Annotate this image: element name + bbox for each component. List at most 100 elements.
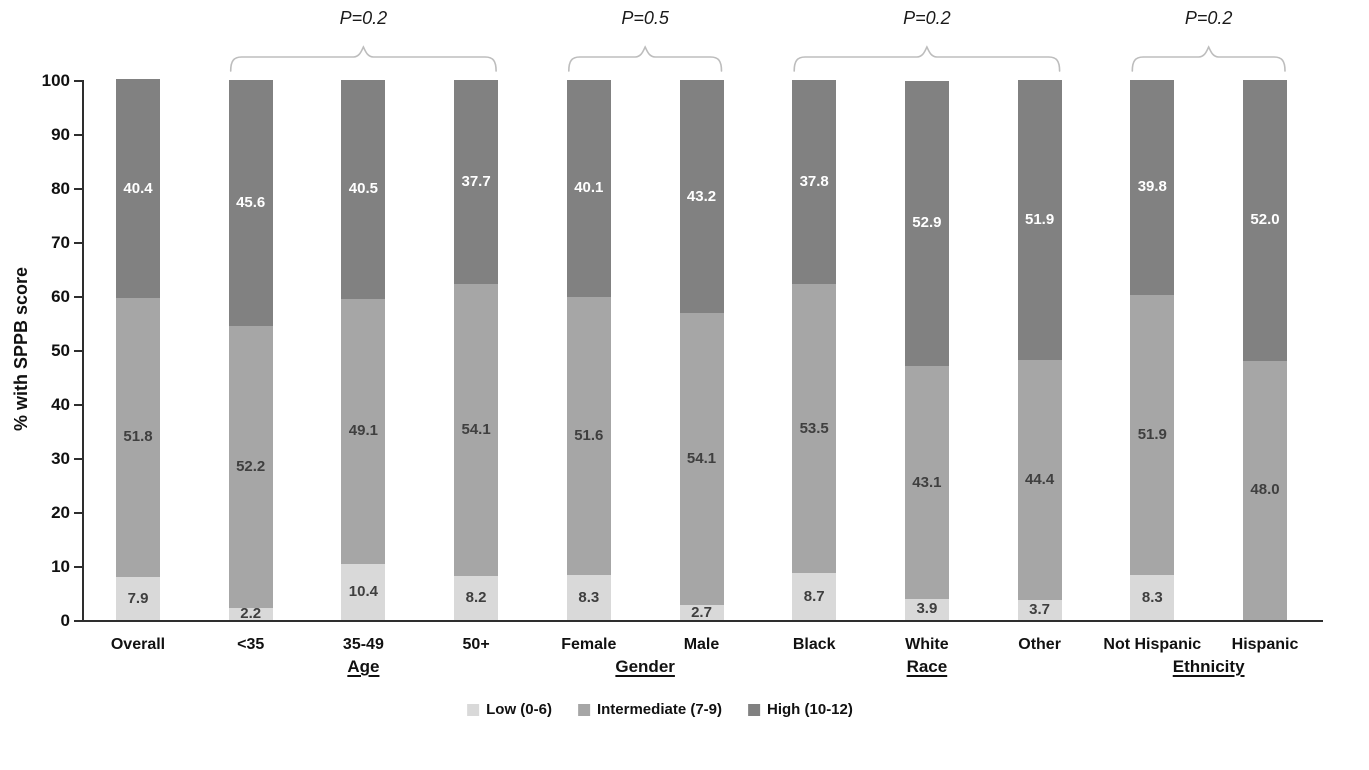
y-tick-mark	[74, 458, 82, 460]
bar-value-label: 51.9	[1137, 426, 1167, 444]
y-tick-mark	[74, 242, 82, 244]
bar-segment-low-other	[1017, 600, 1062, 620]
legend-label: Low (0-6)	[486, 701, 552, 718]
comparison-bracket-ethnicity	[1131, 45, 1286, 72]
y-tick-label: 20	[51, 503, 70, 522]
bar-value-label: 51.8	[123, 428, 153, 446]
p-value-label: P=0.2	[339, 8, 388, 28]
bar-value-label: 40.4	[123, 179, 153, 197]
bar-segment-high-50+	[454, 80, 499, 284]
x-category-label: White	[905, 636, 949, 653]
bar-segment-high-35-49	[341, 80, 386, 299]
p-value-label: P=0.2	[1184, 8, 1233, 28]
bar-segment-high-male	[679, 80, 724, 314]
x-axis-line	[80, 620, 1323, 622]
y-axis-line	[82, 80, 84, 622]
x-category-label: Female	[561, 636, 617, 653]
bar-value-label: 51.9	[1024, 211, 1055, 229]
legend-label: High (10-12)	[767, 701, 853, 718]
bar-segment-intermediate-35-49	[341, 298, 386, 564]
bar-segment-low-female	[566, 575, 611, 620]
y-tick-label: 60	[51, 287, 70, 306]
bar-value-label: 10.4	[348, 582, 378, 600]
bar-segment-high-hispanic	[1243, 80, 1287, 361]
x-group-label-gender: Gender	[615, 657, 675, 676]
y-tick-mark	[74, 134, 82, 136]
bar-value-label: 43.2	[686, 187, 717, 205]
bar-value-label: 3.7	[1029, 601, 1051, 618]
bar-value-label: 44.4	[1024, 471, 1055, 489]
bar-value-label: 2.7	[691, 603, 712, 621]
bar-value-label: 8.3	[1141, 588, 1163, 606]
bar-segment-intermediate-hispanic	[1243, 360, 1287, 620]
bar-segment-high-black	[792, 80, 837, 285]
bar-segment-intermediate-female	[566, 296, 611, 576]
bar-segment-high-other	[1017, 80, 1062, 361]
bar-value-label: 54.1	[686, 450, 717, 468]
bar-value-label: 43.1	[912, 473, 942, 491]
bar-segment-low-<35	[228, 608, 273, 620]
x-category-label: <35	[237, 636, 265, 653]
comparison-bracket-gender	[568, 45, 723, 72]
bar-value-label: 8.3	[578, 588, 600, 606]
y-tick-mark	[74, 512, 82, 514]
bar-segment-intermediate-not-hispanic	[1130, 294, 1175, 576]
bar-segment-intermediate-other	[1017, 360, 1062, 600]
bar-value-label: 52.9	[912, 214, 942, 232]
legend-swatch-icon	[748, 703, 761, 716]
bar-segment-high-white	[904, 80, 949, 367]
bar-value-label: 51.6	[574, 426, 604, 444]
legend-label: Intermediate (7-9)	[596, 701, 723, 718]
y-tick-mark	[74, 188, 82, 190]
bar-value-label: 3.9	[916, 600, 938, 618]
p-value-label: P=0.5	[621, 8, 669, 28]
bar-segment-intermediate-overall	[116, 297, 160, 578]
bar-segment-intermediate-male	[679, 313, 724, 606]
p-value-label: P=0.2	[903, 8, 951, 28]
x-category-label: 50+	[462, 636, 490, 653]
x-group-label-ethnicity: Ethnicity	[1172, 657, 1245, 676]
bar-segment-high-overall	[116, 79, 160, 298]
bar-segment-low-overall	[116, 577, 160, 620]
legend-swatch-icon	[577, 703, 590, 716]
bar-segment-high-female	[566, 80, 611, 297]
y-tick-label: 10	[51, 557, 70, 576]
y-tick-label: 90	[51, 125, 70, 144]
bar-value-label: 48.0	[1250, 481, 1280, 499]
bar-value-label: 49.1	[348, 422, 378, 440]
x-category-label: Other	[1018, 636, 1061, 653]
x-category-label: Not Hispanic	[1103, 636, 1202, 653]
legend-item: Low (0-6)	[467, 701, 552, 718]
y-tick-mark	[74, 350, 82, 352]
y-tick-mark	[74, 620, 82, 622]
bar-value-label: 39.8	[1137, 178, 1167, 196]
bar-segment-low-35-49	[341, 563, 386, 620]
bar-value-label: 45.6	[236, 194, 266, 212]
y-tick-label: 80	[51, 179, 70, 198]
legend: Low (0-6) Intermediate (7-9) High (10-12)	[467, 701, 853, 718]
bar-value-label: 40.1	[574, 179, 604, 197]
x-category-label: Hispanic	[1231, 636, 1299, 653]
comparison-bracket-race	[793, 45, 1061, 72]
bar-value-label: 2.2	[240, 605, 262, 623]
legend-item: Intermediate (7-9)	[577, 701, 723, 718]
bar-segment-high-not-hispanic	[1130, 80, 1175, 295]
bar-segment-high-<35	[228, 80, 273, 327]
y-tick-label: 30	[51, 449, 70, 468]
bar-value-label: 52.0	[1250, 211, 1280, 229]
bar-segment-low-male	[679, 605, 724, 620]
bar-value-label: 37.7	[461, 172, 491, 190]
y-tick-label: 100	[41, 71, 70, 90]
x-category-label: Male	[683, 636, 720, 653]
bar-segment-intermediate-white	[904, 366, 949, 599]
x-category-label: 35-49	[342, 636, 384, 653]
y-tick-mark	[74, 566, 82, 568]
bar-value-label: 8.2	[465, 588, 487, 606]
bar-segment-low-black	[792, 573, 837, 620]
legend-swatch-icon	[467, 703, 480, 716]
bar-segment-low-not-hispanic	[1130, 575, 1175, 620]
x-group-label-race: Race	[906, 657, 948, 676]
bar-value-label: 37.8	[799, 173, 829, 191]
